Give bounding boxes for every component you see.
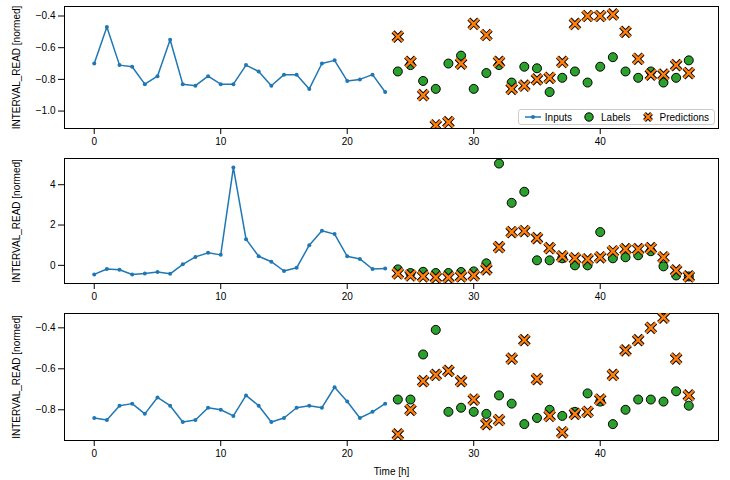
html-text:Labels: Labels [601,111,631,123]
svg-text:0: 0 [91,136,97,147]
svg-text:INTERVAL_READ [normed]: INTERVAL_READ [normed] [11,315,22,439]
svg-text:−0.4: −0.4 [36,10,56,21]
svg-text:−0.8: −0.8 [36,74,56,85]
svg-text:INTERVAL_READ [normed]: INTERVAL_READ [normed] [11,159,22,283]
svg-text:20: 20 [342,291,354,302]
svg-text:20: 20 [342,448,354,459]
svg-text:10: 10 [215,136,227,147]
svg-text:−1.0: −1.0 [36,105,56,116]
svg-text:−0.6: −0.6 [36,363,56,374]
svg-text:30: 30 [468,291,480,302]
svg-text:0: 0 [50,260,56,271]
svg-text:0: 0 [91,448,97,459]
svg-text:INTERVAL_READ [normed]: INTERVAL_READ [normed] [11,6,22,130]
svg-text:4: 4 [50,179,56,190]
html-text:Inputs: Inputs [544,111,573,123]
html-text:Predictions: Predictions [659,111,709,123]
svg-text:−0.6: −0.6 [36,42,56,53]
svg-text:−0.4: −0.4 [36,322,56,333]
svg-text:20: 20 [342,136,354,147]
svg-text:30: 30 [468,448,480,459]
svg-text:40: 40 [595,448,607,459]
svg-text:10: 10 [215,291,227,302]
svg-text:−0.8: −0.8 [36,404,56,415]
svg-text:Time [h]: Time [h] [374,466,410,477]
svg-text:2: 2 [50,219,56,230]
svg-text:0: 0 [91,291,97,302]
svg-text:40: 40 [595,291,607,302]
svg-text:30: 30 [468,136,480,147]
svg-text:40: 40 [595,136,607,147]
svg-text:10: 10 [215,448,227,459]
